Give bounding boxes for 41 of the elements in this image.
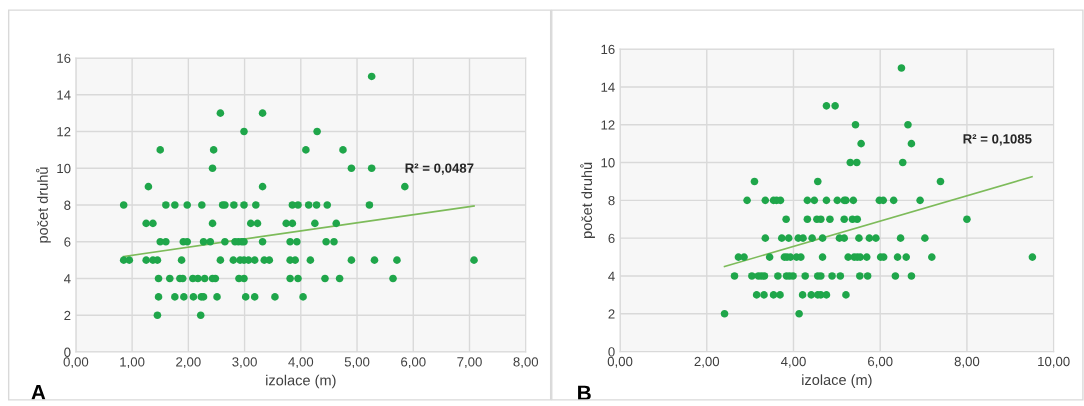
x-tick-label: 0,00 [607, 356, 633, 368]
x-tick-label: 10,00 [1038, 356, 1070, 368]
y-tick-label: 14 [57, 90, 71, 100]
x-tick-label: 6,00 [868, 356, 893, 368]
x-tick-label: 1,00 [120, 357, 145, 369]
y-axis-title: počet druhů [36, 167, 51, 243]
x-axis-title: izolace (m) [266, 374, 336, 389]
y-tick-label: 2 [608, 309, 615, 319]
annotation: R² = 0,0487 [405, 163, 474, 175]
x-tick-label: 4,00 [288, 357, 314, 369]
x-tick-label: 5,00 [344, 357, 370, 369]
y-tick-label: 10 [601, 158, 615, 168]
x-tick-label: 8,00 [954, 356, 980, 368]
y-tick-label: 2 [64, 310, 71, 321]
x-tick-label: 7,00 [457, 357, 482, 369]
x-tick-label: 2,00 [694, 356, 720, 368]
x-tick-label: 6,00 [401, 357, 426, 369]
y-tick-label: 6 [608, 233, 615, 244]
x-axis-title: izolace (m) [802, 374, 872, 388]
y-tick-label: 4 [63, 274, 71, 284]
x-tick-label: 0,00 [63, 357, 89, 369]
x-tick-label: 3,00 [232, 357, 257, 369]
y-axis-title: počet druhů [580, 162, 595, 238]
y-tick-label: 16 [57, 53, 71, 63]
y-tick-label: 14 [601, 82, 615, 92]
y-tick-label: 0 [64, 347, 71, 357]
x-tick-label: 8,00 [513, 357, 539, 369]
y-tick-label: 4 [608, 271, 615, 281]
y-tick-label: 8 [608, 195, 615, 206]
y-tick-label: 10 [57, 163, 71, 174]
y-tick-label: 6 [64, 237, 71, 247]
y-tick-label: 8 [64, 200, 71, 210]
text: B [578, 385, 591, 400]
y-tick-label: 16 [601, 44, 615, 55]
x-tick-label: 2,00 [176, 357, 201, 369]
y-tick-label: 12 [601, 120, 615, 130]
annotation: R² = 0,1085 [963, 134, 1032, 146]
text: A [31, 385, 46, 400]
y-tick-label: 0 [608, 347, 615, 357]
x-tick-label: 4,00 [780, 356, 806, 368]
y-tick-label: 12 [57, 127, 71, 137]
